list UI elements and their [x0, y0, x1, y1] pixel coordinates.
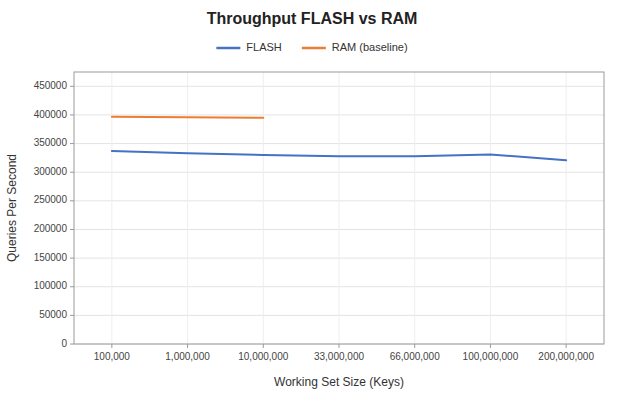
x-grid-line — [414, 72, 415, 344]
chart-container: 0 50000 100000 150000 200000 250000 300000 3500… — [0, 0, 624, 396]
x-grid-line — [187, 72, 188, 344]
x-axis: 100,000 1,000,000 10,000,000 33,000,000 66,0… — [94, 344, 595, 362]
x-tick — [187, 344, 188, 348]
y-tick — [70, 286, 74, 287]
x-grid-line — [566, 72, 567, 344]
y-tick — [70, 86, 74, 87]
legend: FLASH RAM (baseline) — [216, 41, 407, 53]
y-tick-label: 100000 — [34, 280, 68, 291]
y-tick-label: 450000 — [34, 80, 68, 91]
chart-title: Throughput FLASH vs RAM — [207, 10, 418, 27]
y-tick-label: 200000 — [34, 223, 68, 234]
y-tick-label: 0 — [61, 338, 67, 349]
y-tick — [70, 258, 74, 259]
x-tick-label: 66,000,000 — [390, 351, 440, 362]
y-tick-label: 350000 — [34, 137, 68, 148]
y-tick — [70, 172, 74, 173]
x-tick — [566, 344, 567, 348]
y-tick — [70, 229, 74, 230]
y-tick-label: 50000 — [39, 309, 67, 320]
x-tick-label: 33,000,000 — [314, 351, 364, 362]
grid — [74, 72, 604, 344]
x-grid-line — [263, 72, 264, 344]
y-tick-label: 150000 — [34, 252, 68, 263]
y-axis-label: Queries Per Second — [5, 154, 19, 262]
x-tick-label: 100,000,000 — [463, 351, 519, 362]
chart-svg: 0 50000 100000 150000 200000 250000 300000 3500… — [0, 0, 624, 396]
y-tick-label: 300000 — [34, 166, 68, 177]
x-grid-line — [339, 72, 340, 344]
legend-swatch — [302, 47, 326, 50]
legend-label: FLASH — [246, 41, 282, 53]
x-tick — [339, 344, 340, 348]
x-tick — [414, 344, 415, 348]
y-tick-label: 250000 — [34, 194, 68, 205]
series-line — [112, 151, 566, 160]
y-tick — [70, 315, 74, 316]
y-tick-label: 400000 — [34, 109, 68, 120]
x-grid-line — [490, 72, 491, 344]
y-tick — [70, 344, 74, 345]
y-axis: 0 50000 100000 150000 200000 250000 300000 3500… — [34, 80, 74, 349]
x-tick — [490, 344, 491, 348]
plot-frame — [74, 72, 604, 344]
x-tick — [111, 344, 112, 348]
x-tick-label: 1,000,000 — [165, 351, 210, 362]
series-line — [112, 117, 263, 118]
x-tick — [263, 344, 264, 348]
y-tick — [70, 143, 74, 144]
x-tick-label: 200,000,000 — [538, 351, 594, 362]
legend-label: RAM (baseline) — [332, 41, 408, 53]
x-axis-label: Working Set Size (Keys) — [274, 375, 404, 389]
x-tick-label: 10,000,000 — [238, 351, 288, 362]
x-grid-line — [111, 72, 112, 344]
legend-item: RAM (baseline) — [302, 41, 408, 53]
plot-area — [112, 117, 566, 161]
y-tick — [70, 114, 74, 115]
x-tick-label: 100,000 — [94, 351, 131, 362]
legend-item: FLASH — [216, 41, 282, 53]
legend-swatch — [216, 47, 240, 50]
y-tick — [70, 200, 74, 201]
